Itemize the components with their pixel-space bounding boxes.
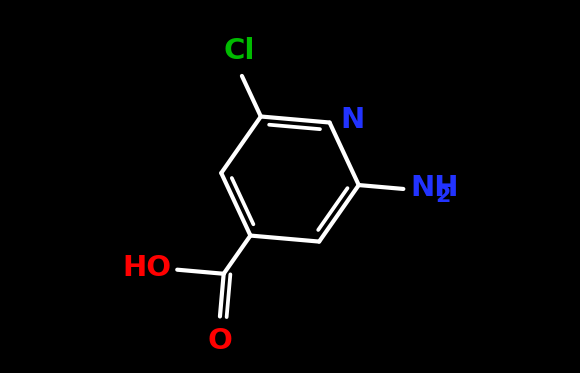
- Text: 2: 2: [435, 186, 451, 206]
- Text: NH: NH: [410, 174, 459, 202]
- Text: O: O: [208, 327, 233, 355]
- Text: N: N: [341, 106, 365, 134]
- Text: HO: HO: [122, 254, 172, 282]
- Text: Cl: Cl: [223, 37, 255, 65]
